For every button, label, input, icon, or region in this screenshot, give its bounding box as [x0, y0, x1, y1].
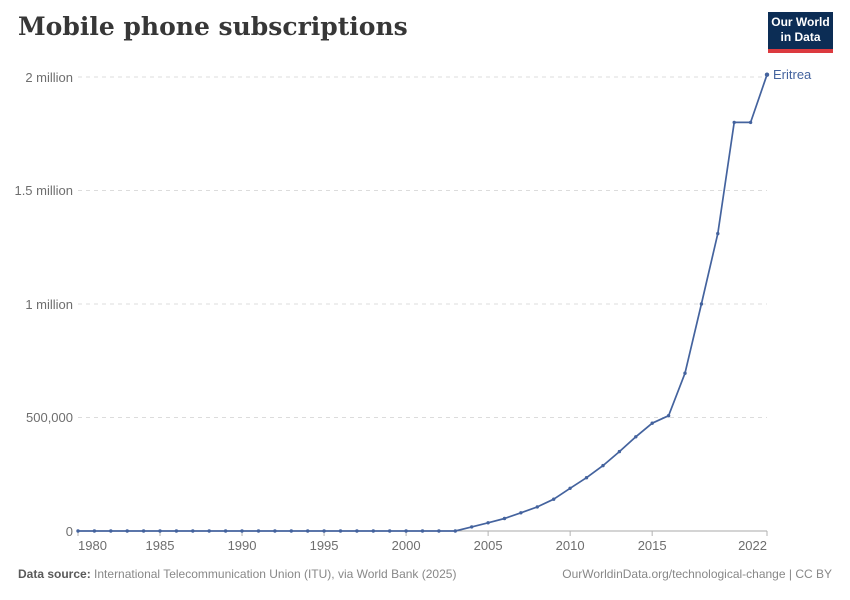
eritrea-line: [77, 73, 768, 532]
data-point-marker: [568, 486, 572, 490]
data-point-marker: [535, 505, 539, 509]
data-point-marker: [355, 529, 359, 533]
data-point-marker: [240, 529, 244, 533]
data-point-marker: [404, 529, 408, 533]
owid-logo-line2: in Data: [780, 30, 821, 44]
data-point-marker: [437, 529, 441, 533]
data-point-marker: [256, 529, 261, 533]
y-tick-label: 1 million: [25, 296, 73, 312]
data-point-marker: [683, 371, 687, 375]
x-tick-label: 2005: [473, 538, 503, 553]
data-point-marker: [322, 529, 326, 533]
data-point-marker: [420, 529, 425, 533]
data-point-marker: [141, 529, 146, 533]
data-point-marker: [470, 525, 474, 529]
series-label-eritrea: Eritrea: [773, 66, 812, 82]
data-point-marker: [207, 529, 211, 533]
data-point-marker: [371, 529, 375, 533]
data-point-marker: [650, 421, 654, 425]
data-point-marker: [174, 529, 179, 533]
data-source-note: Data source: International Telecommunica…: [18, 567, 456, 582]
data-point-marker: [158, 529, 162, 533]
data-point-marker: [732, 120, 736, 125]
data-point-marker: [306, 529, 310, 533]
y-tick-label: 2 million: [25, 69, 73, 85]
data-point-marker: [716, 231, 720, 236]
data-point-marker: [453, 529, 457, 533]
owid-logo[interactable]: Our World in Data: [768, 12, 833, 53]
data-point-marker: [748, 120, 753, 125]
x-tick-label: 2022: [738, 538, 767, 553]
data-point-marker: [191, 529, 195, 533]
chart-footer: Data source: International Telecommunica…: [18, 567, 832, 582]
x-tick-label: 1990: [227, 538, 257, 553]
data-source-label: Data source:: [18, 567, 91, 581]
data-point-marker: [634, 435, 638, 439]
data-point-marker: [552, 497, 556, 501]
data-source-text: International Telecommunication Union (I…: [94, 567, 457, 581]
data-point-marker: [502, 516, 507, 521]
y-tick-label: 500,000: [26, 410, 73, 425]
y-tick-label: 0: [65, 523, 73, 539]
data-point-marker: [519, 511, 523, 515]
data-point-marker: [289, 529, 293, 533]
footer-citation-link[interactable]: OurWorldinData.org/technological-change …: [562, 567, 832, 581]
data-point-marker: [699, 302, 704, 306]
data-point-marker: [273, 529, 277, 533]
data-point-marker: [666, 414, 671, 418]
data-point-marker: [388, 529, 392, 533]
x-tick-label: 2015: [637, 538, 667, 553]
chart-title: Mobile phone subscriptions: [18, 12, 408, 41]
data-point-marker: [584, 476, 589, 480]
y-tick-label: 1.5 million: [14, 183, 73, 198]
data-point-marker: [764, 72, 770, 77]
data-point-marker: [109, 529, 113, 533]
x-tick-label: 1980: [78, 538, 107, 553]
data-point-marker: [486, 521, 490, 525]
data-point-marker: [92, 529, 97, 533]
data-point-marker: [338, 529, 343, 533]
x-tick-label: 2010: [555, 538, 585, 553]
data-point-marker: [601, 463, 605, 468]
data-point-marker: [125, 529, 129, 533]
data-point-marker: [76, 529, 80, 533]
x-tick-label: 2000: [391, 538, 421, 553]
x-tick-label: 1985: [145, 538, 175, 553]
data-point-marker: [617, 449, 622, 454]
x-tick-label: 1995: [309, 538, 339, 553]
data-point-marker: [223, 529, 228, 533]
owid-logo-line1: Our World: [771, 15, 830, 29]
